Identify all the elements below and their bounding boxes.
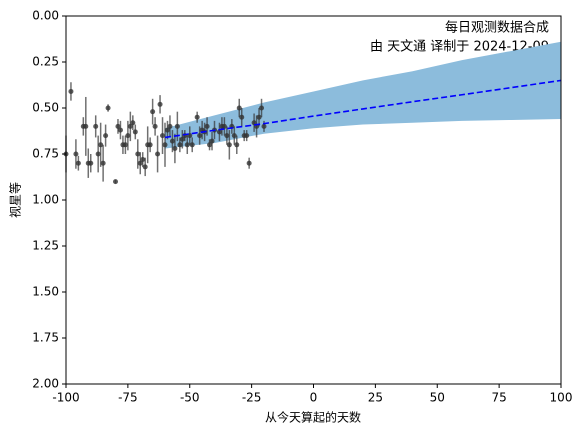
point	[115, 123, 121, 129]
point	[113, 179, 118, 185]
x-tick-label: 0	[310, 391, 318, 405]
point	[88, 160, 94, 166]
y-tick-label: 0.25	[32, 55, 59, 69]
point	[226, 142, 232, 148]
point	[140, 157, 146, 163]
point	[127, 123, 133, 129]
point	[122, 142, 128, 148]
point	[197, 133, 203, 139]
point	[246, 160, 252, 166]
x-tick-label: 75	[491, 391, 506, 405]
point	[244, 133, 250, 139]
point	[207, 142, 213, 148]
point	[169, 138, 175, 144]
point	[98, 142, 104, 148]
point	[162, 142, 168, 148]
point	[105, 105, 111, 111]
point	[236, 105, 242, 111]
point	[231, 133, 237, 139]
point	[172, 145, 178, 151]
x-tick-label: 25	[368, 391, 383, 405]
point	[251, 120, 257, 126]
point	[142, 164, 148, 170]
point	[164, 127, 170, 133]
point	[75, 160, 81, 166]
point	[125, 133, 131, 139]
point	[204, 123, 210, 129]
point	[157, 101, 163, 107]
point	[73, 151, 79, 157]
point	[100, 160, 106, 166]
point	[152, 123, 158, 129]
point	[179, 136, 185, 142]
point	[130, 120, 136, 126]
y-tick-label: 1.25	[32, 239, 59, 253]
y-tick-label: 0.50	[32, 101, 59, 115]
point	[83, 123, 89, 129]
y-tick-label: 2.00	[32, 377, 59, 391]
point	[93, 123, 99, 129]
point	[189, 142, 195, 148]
point	[259, 105, 265, 111]
annotation: 由 天文通 译制于 2024-12-09	[370, 40, 549, 55]
point	[167, 123, 173, 129]
y-tick-label: 0.00	[32, 9, 59, 23]
point	[261, 123, 267, 129]
y-tick-label: 1.00	[32, 193, 59, 207]
x-tick-label: 100	[550, 391, 573, 405]
point	[239, 114, 245, 120]
fit-line	[164, 79, 562, 139]
point	[221, 123, 227, 129]
point	[147, 142, 153, 148]
point	[234, 142, 240, 148]
point	[194, 114, 200, 120]
x-tick-label: -25	[242, 391, 262, 405]
point	[184, 142, 190, 148]
point	[135, 151, 141, 157]
point	[256, 114, 262, 120]
x-axis-label: 从今天算起的天数	[265, 410, 361, 425]
point	[155, 151, 161, 157]
point	[103, 133, 109, 139]
point	[216, 129, 222, 135]
point	[95, 151, 101, 157]
x-tick-label: 50	[430, 391, 445, 405]
x-tick-label: -50	[180, 391, 200, 405]
point	[160, 133, 166, 139]
point	[209, 138, 215, 144]
x-tick-label: -100	[52, 391, 79, 405]
y-tick-label: 1.75	[32, 331, 59, 345]
point	[150, 109, 156, 115]
point	[224, 133, 230, 139]
point	[132, 129, 138, 135]
point	[174, 123, 180, 129]
y-tick-label: 1.50	[32, 285, 59, 299]
point	[177, 142, 183, 148]
point	[137, 160, 143, 166]
y-axis-label: 视星等	[8, 182, 23, 218]
y-tick-label: 0.75	[32, 147, 59, 161]
x-tick-label: -75	[118, 391, 138, 405]
annotation: 每日观测数据合成	[445, 20, 549, 36]
point	[68, 88, 74, 94]
point	[117, 127, 123, 133]
